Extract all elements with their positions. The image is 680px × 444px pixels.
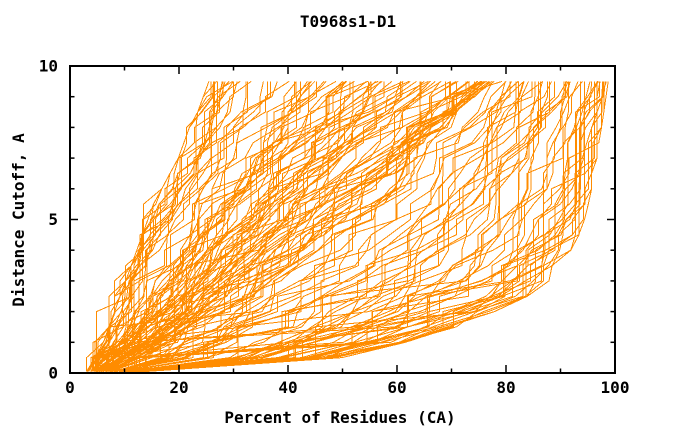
model-curve — [89, 81, 238, 372]
model-curve — [127, 81, 529, 372]
x-tick-label: 80 — [496, 378, 515, 397]
model-curve — [104, 80, 417, 372]
model-curve — [119, 81, 458, 372]
model-curve — [99, 81, 347, 372]
model-curve — [103, 81, 403, 372]
model-curve — [106, 81, 436, 372]
model-curve — [96, 81, 312, 372]
model-curve — [121, 81, 519, 372]
model-curve — [137, 81, 601, 372]
y-tick-label: 0 — [48, 364, 58, 383]
model-curve — [96, 80, 369, 372]
model-curve — [104, 80, 442, 372]
model-curve — [134, 81, 569, 372]
model-curve — [120, 81, 525, 372]
model-curve — [144, 81, 571, 372]
x-tick-label: 20 — [169, 378, 188, 397]
model-curve — [103, 81, 422, 372]
model-curve — [99, 81, 401, 372]
model-curve — [111, 81, 481, 372]
model-curves — [86, 80, 609, 372]
model-curve — [140, 81, 569, 372]
model-curve — [141, 81, 596, 372]
model-curve — [114, 81, 487, 372]
model-curve — [94, 81, 271, 372]
model-curve — [97, 81, 351, 372]
model-curve — [111, 80, 493, 372]
model-curve — [136, 81, 565, 372]
model-curve — [91, 80, 233, 372]
model-curve — [141, 81, 591, 372]
model-curve — [106, 80, 410, 372]
model-curve — [144, 81, 607, 372]
model-curve — [94, 81, 310, 372]
model-curve — [105, 80, 469, 372]
model-curve — [146, 81, 601, 372]
model-curve — [90, 81, 264, 372]
x-tick-label: 0 — [65, 378, 75, 397]
model-curve — [123, 81, 519, 372]
model-curve — [118, 80, 495, 372]
model-curve — [96, 81, 312, 372]
model-curve — [106, 81, 470, 372]
model-curve — [100, 80, 431, 372]
model-curve — [129, 81, 525, 372]
model-curve — [124, 81, 517, 372]
x-axis-label: Percent of Residues (CA) — [224, 408, 455, 427]
model-curve — [119, 80, 488, 372]
tick-labels: 0 20 40 60 80 100 0 5 10 — [39, 57, 630, 398]
model-curve — [87, 81, 212, 372]
model-curve — [92, 81, 247, 372]
model-curve — [139, 81, 603, 372]
model-curve — [107, 80, 459, 372]
model-curve — [92, 81, 248, 372]
model-curve — [131, 81, 556, 372]
model-curve — [131, 81, 579, 372]
model-curve — [102, 80, 429, 372]
model-curve — [143, 81, 604, 372]
x-tick-label: 60 — [387, 378, 406, 397]
x-tick-label: 40 — [278, 378, 297, 397]
model-curve — [105, 80, 404, 372]
model-curve — [119, 81, 512, 372]
model-curve — [129, 81, 543, 372]
model-curve — [120, 81, 533, 372]
model-curve — [98, 81, 367, 372]
y-tick-label: 5 — [48, 210, 58, 229]
model-curve — [126, 81, 506, 372]
x-tick-label: 100 — [601, 378, 630, 397]
model-curve — [145, 81, 598, 372]
model-curve — [136, 81, 598, 372]
model-curve — [115, 81, 450, 372]
axes — [69, 65, 616, 374]
model-curve — [145, 81, 598, 372]
model-curve — [130, 81, 539, 372]
model-curve — [137, 81, 609, 372]
model-curve — [134, 81, 583, 372]
y-tick-label: 10 — [39, 57, 58, 76]
model-curve — [102, 81, 377, 372]
model-curve — [127, 80, 543, 372]
y-axis-label: Distance Cutoff, A — [9, 133, 28, 307]
chart-title: T0968s1-D1 — [300, 12, 396, 31]
model-curve — [126, 81, 524, 372]
